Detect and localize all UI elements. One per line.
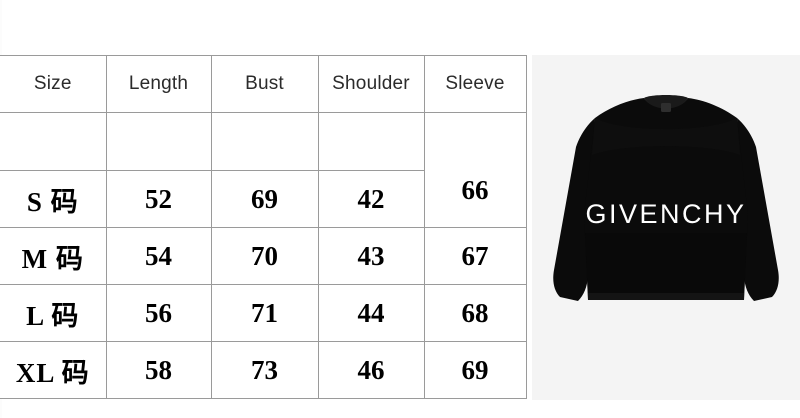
table-header-row: Size Length Bust Shoulder Sleeve xyxy=(0,55,527,113)
size-table: Size Length Bust Shoulder Sleeve S 码 52 xyxy=(0,55,527,399)
neckline-rib xyxy=(644,95,688,109)
table-row: M 码 54 70 43 67 xyxy=(0,227,527,285)
cell-shoulder-s: 42 xyxy=(317,170,425,228)
table-row: L 码 56 71 44 68 xyxy=(0,284,527,342)
table-row: XL 码 58 73 46 69 xyxy=(0,341,527,399)
cell-bust-l: 71 xyxy=(210,284,319,342)
chest-shading xyxy=(592,118,740,155)
sleeve-left xyxy=(553,118,595,301)
givenchy-logo-text: GIVENCHY xyxy=(585,199,746,229)
cell-length-s: 52 xyxy=(105,170,212,228)
cell-sleeve-xl: 69 xyxy=(423,341,527,399)
neck-label xyxy=(661,103,671,112)
cell-size-xl: XL 码 xyxy=(0,341,107,399)
blank-cell-shoulder xyxy=(317,112,425,171)
cell-bust-m: 70 xyxy=(210,227,319,285)
lower-body-shading xyxy=(585,233,747,300)
cell-size-l: L 码 xyxy=(0,284,107,342)
blank-cell-size xyxy=(0,112,107,171)
cell-length-m: 54 xyxy=(105,227,212,285)
cell-size-s: S 码 xyxy=(0,170,107,228)
column-header-sleeve: Sleeve xyxy=(423,55,527,113)
column-header-length: Length xyxy=(105,55,212,113)
size-table-container: Size Length Bust Shoulder Sleeve S 码 52 xyxy=(0,55,527,399)
product-photo-sweater: GIVENCHY xyxy=(532,55,800,400)
cell-length-l: 56 xyxy=(105,284,212,342)
cell-sleeve-l: 68 xyxy=(423,284,527,342)
cell-length-xl: 58 xyxy=(105,341,212,399)
table-blank-row xyxy=(0,112,527,171)
cell-shoulder-m: 43 xyxy=(317,227,425,285)
column-header-size: Size xyxy=(0,55,107,113)
cell-shoulder-l: 44 xyxy=(317,284,425,342)
cell-sleeve-s: 66 xyxy=(423,161,527,219)
cell-shoulder-xl: 46 xyxy=(317,341,425,399)
sweater-body xyxy=(584,98,748,300)
givenchy-logo: GIVENCHY xyxy=(585,199,746,229)
hem-rib xyxy=(588,293,744,300)
cell-sleeve-m: 67 xyxy=(423,227,527,285)
column-header-bust: Bust xyxy=(210,55,319,113)
blank-cell-bust xyxy=(210,112,319,171)
sleeve-right xyxy=(737,118,779,301)
cell-bust-xl: 73 xyxy=(210,341,319,399)
column-header-shoulder: Shoulder xyxy=(317,55,425,113)
blank-cell-length xyxy=(105,112,212,171)
product-image-panel: GIVENCHY xyxy=(532,55,800,400)
table-row: S 码 52 69 42 66 xyxy=(0,161,527,228)
cell-bust-s: 69 xyxy=(210,170,319,228)
cell-size-m: M 码 xyxy=(0,227,107,285)
